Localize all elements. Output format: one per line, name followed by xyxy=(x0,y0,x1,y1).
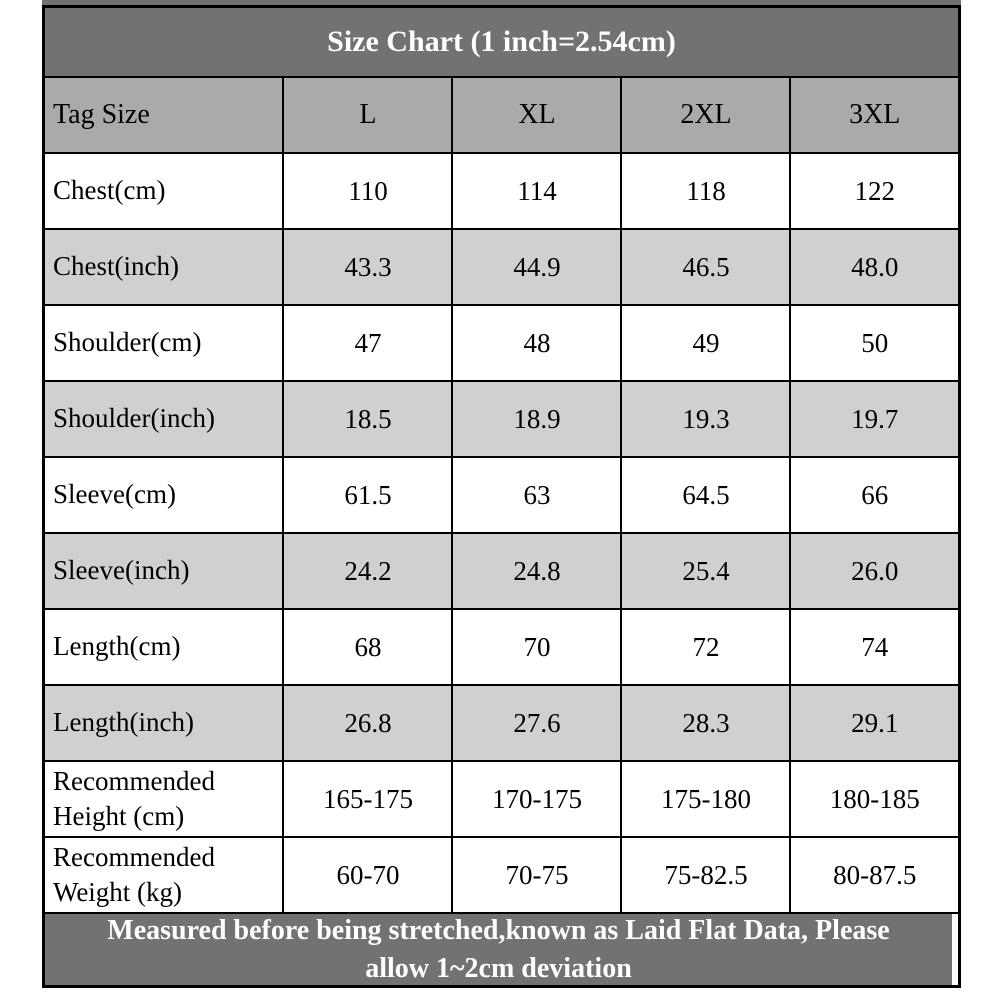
table-cell: 24.2 xyxy=(282,532,454,610)
footer-note-line-2: allow 1~2cm deviation xyxy=(365,952,632,984)
table-cell: 110 xyxy=(282,152,454,230)
table-row-recommended-height: Recommended Height (cm) 165-175 170-175 … xyxy=(42,760,961,838)
top-edge-sliver xyxy=(42,0,961,5)
table-cell: 63 xyxy=(451,456,623,534)
table-cell: 72 xyxy=(620,608,792,686)
table-title: Size Chart (1 inch=2.54cm) xyxy=(42,5,961,78)
footer-cell: Measured before being stretched,known as… xyxy=(42,912,961,988)
table-cell: 64.5 xyxy=(620,456,792,534)
table-cell: 44.9 xyxy=(451,228,623,306)
table-cell: 165-175 xyxy=(282,760,454,838)
table-row-shoulder-inch: Shoulder(inch) 18.5 18.9 19.3 19.7 xyxy=(42,380,961,458)
title-row: Size Chart (1 inch=2.54cm) xyxy=(42,5,961,78)
table-cell: 61.5 xyxy=(282,456,454,534)
footer-note: Measured before being stretched,known as… xyxy=(45,914,952,985)
table-row-recommended-weight: Recommended Weight (kg) 60-70 70-75 75-8… xyxy=(42,836,961,914)
table-cell: 68 xyxy=(282,608,454,686)
table-cell: 26.8 xyxy=(282,684,454,762)
table-cell: 75-82.5 xyxy=(620,836,792,914)
column-header-3xl: 3XL xyxy=(789,76,961,154)
table-cell: 19.3 xyxy=(620,380,792,458)
table-cell: 170-175 xyxy=(451,760,623,838)
row-label: Shoulder(inch) xyxy=(42,380,285,458)
table-cell: 60-70 xyxy=(282,836,454,914)
table-cell: 70-75 xyxy=(451,836,623,914)
table-row-sleeve-cm: Sleeve(cm) 61.5 63 64.5 66 xyxy=(42,456,961,534)
header-row: Tag Size L XL 2XL 3XL xyxy=(42,76,961,154)
row-label: Length(cm) xyxy=(42,608,285,686)
table-cell: 18.9 xyxy=(451,380,623,458)
table-cell: 114 xyxy=(451,152,623,230)
table-cell: 66 xyxy=(789,456,961,534)
table-cell: 29.1 xyxy=(789,684,961,762)
table-row-length-inch: Length(inch) 26.8 27.6 28.3 29.1 xyxy=(42,684,961,762)
table-cell: 26.0 xyxy=(789,532,961,610)
table-row-chest-inch: Chest(inch) 43.3 44.9 46.5 48.0 xyxy=(42,228,961,306)
table-cell: 122 xyxy=(789,152,961,230)
table-cell: 48 xyxy=(451,304,623,382)
column-header-l: L xyxy=(282,76,454,154)
table-cell: 19.7 xyxy=(789,380,961,458)
table-cell: 70 xyxy=(451,608,623,686)
row-label: Recommended Height (cm) xyxy=(42,760,285,838)
table-cell: 43.3 xyxy=(282,228,454,306)
row-label: Sleeve(cm) xyxy=(42,456,285,534)
table-row-length-cm: Length(cm) 68 70 72 74 xyxy=(42,608,961,686)
row-label: Length(inch) xyxy=(42,684,285,762)
table-cell: 49 xyxy=(620,304,792,382)
column-header-xl: XL xyxy=(451,76,623,154)
table-cell: 48.0 xyxy=(789,228,961,306)
table-cell: 80-87.5 xyxy=(789,836,961,914)
table-cell: 28.3 xyxy=(620,684,792,762)
table-cell: 118 xyxy=(620,152,792,230)
table-cell: 25.4 xyxy=(620,532,792,610)
table-cell: 50 xyxy=(789,304,961,382)
size-chart-table: Size Chart (1 inch=2.54cm) Tag Size L XL… xyxy=(42,5,961,989)
table-cell: 74 xyxy=(789,608,961,686)
table-cell: 180-185 xyxy=(789,760,961,838)
table-cell: 27.6 xyxy=(451,684,623,762)
table-cell: 24.8 xyxy=(451,532,623,610)
row-label: Shoulder(cm) xyxy=(42,304,285,382)
column-header-tag-size: Tag Size xyxy=(42,76,285,154)
table-cell: 47 xyxy=(282,304,454,382)
table-row-sleeve-inch: Sleeve(inch) 24.2 24.8 25.4 26.0 xyxy=(42,532,961,610)
table-row-chest-cm: Chest(cm) 110 114 118 122 xyxy=(42,152,961,230)
row-label: Chest(inch) xyxy=(42,228,285,306)
row-label: Chest(cm) xyxy=(42,152,285,230)
table-cell: 175-180 xyxy=(620,760,792,838)
table-cell: 18.5 xyxy=(282,380,454,458)
table-row-shoulder-cm: Shoulder(cm) 47 48 49 50 xyxy=(42,304,961,382)
footer-note-line-1: Measured before being stretched,known as… xyxy=(107,915,890,946)
row-label: Sleeve(inch) xyxy=(42,532,285,610)
column-header-2xl: 2XL xyxy=(620,76,792,154)
footer-row: Measured before being stretched,known as… xyxy=(42,912,961,988)
table-cell: 46.5 xyxy=(620,228,792,306)
row-label: Recommended Weight (kg) xyxy=(42,836,285,914)
